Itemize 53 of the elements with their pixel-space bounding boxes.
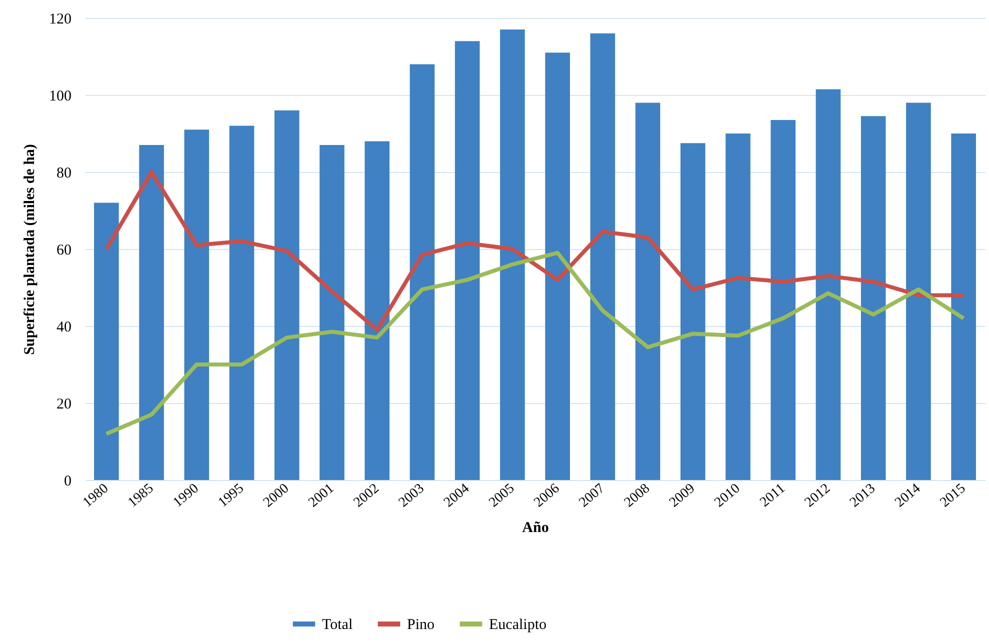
y-tick-label: 60 <box>56 242 72 258</box>
x-tick-label: 1990 <box>170 481 202 511</box>
x-tick-label: 2010 <box>712 481 744 511</box>
x-tick-label: 2012 <box>802 481 834 511</box>
line-series <box>104 250 966 436</box>
x-tick-label: 2009 <box>666 481 698 511</box>
bar <box>906 102 931 480</box>
y-tick-label: 120 <box>49 12 72 28</box>
legend-label: Eucalipto <box>489 617 546 633</box>
x-tick-label: 2000 <box>260 481 292 511</box>
bar <box>229 126 254 480</box>
y-tick-label: 100 <box>49 88 72 104</box>
bar <box>545 52 570 480</box>
bar <box>951 134 976 480</box>
x-tick-label: 2015 <box>938 481 969 511</box>
x-tick-label: 2014 <box>892 481 924 511</box>
x-tick-label: 2011 <box>758 481 788 510</box>
bar <box>139 145 164 480</box>
x-tick-label: 2003 <box>396 481 428 511</box>
x-axis-title: Año <box>522 520 549 536</box>
x-tick-label: 2006 <box>532 481 563 511</box>
x-tick-label: 1995 <box>216 481 247 511</box>
bar <box>274 110 300 480</box>
bar <box>726 134 750 480</box>
bar <box>94 202 119 480</box>
line-series <box>104 170 966 332</box>
bar <box>500 30 525 480</box>
x-tick-label: 2005 <box>486 481 518 511</box>
bar <box>364 141 390 480</box>
x-tick-label: 2002 <box>351 481 382 511</box>
bar <box>454 41 480 480</box>
bar <box>320 145 344 480</box>
x-tick-label: 2001 <box>306 481 338 511</box>
bar <box>184 130 210 480</box>
y-tick-label: 20 <box>56 396 72 412</box>
legend-label: Total <box>322 617 353 633</box>
bar <box>635 102 660 480</box>
x-tick-label: 1985 <box>126 481 157 511</box>
x-tick-label: 2008 <box>622 481 653 511</box>
x-tick-label: 2004 <box>441 481 472 511</box>
bar <box>816 89 841 480</box>
y-tick-label: 80 <box>56 166 72 182</box>
bar <box>590 33 616 480</box>
x-tick-label: 1980 <box>80 481 112 511</box>
bar <box>410 64 435 480</box>
bar <box>680 143 706 480</box>
bar <box>770 120 796 480</box>
legend-label: Pino <box>407 617 435 633</box>
y-tick-label: 40 <box>56 320 72 336</box>
x-tick-label: 2013 <box>847 481 878 511</box>
y-tick-label: 0 <box>64 474 72 490</box>
y-axis-title: Superficie plantada (miles de ha) <box>22 144 38 355</box>
bar <box>860 116 886 480</box>
